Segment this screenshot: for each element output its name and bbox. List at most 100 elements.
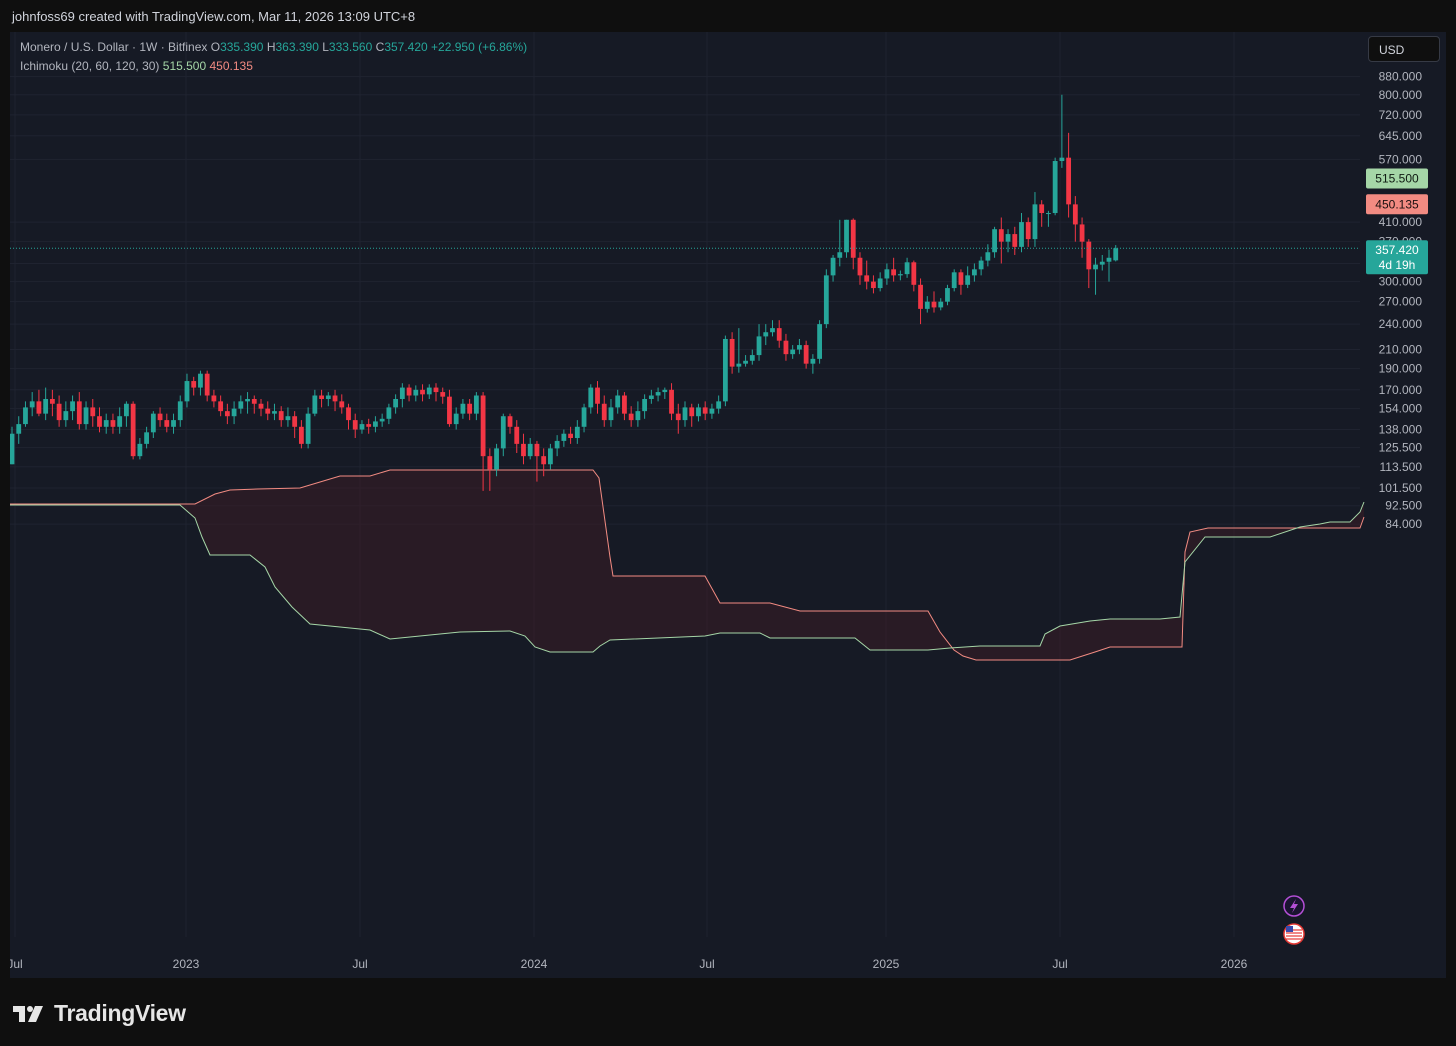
chart-panel[interactable]: 880.000 800.000 720.000 645.000 570.000 410.0… — [10, 32, 1446, 978]
indicator-legend[interactable]: Ichimoku (20, 60, 120, 30) 515.500 450.1… — [20, 59, 253, 73]
candle-body[interactable] — [648, 395, 654, 399]
candle-body[interactable] — [224, 411, 230, 417]
candle-body[interactable] — [325, 395, 331, 399]
candle-body[interactable] — [23, 407, 28, 425]
candle-body[interactable] — [1032, 204, 1038, 240]
candle-body[interactable] — [29, 401, 35, 408]
candle-body[interactable] — [904, 262, 910, 275]
candle-body[interactable] — [951, 272, 957, 289]
candle-body[interactable] — [117, 416, 123, 427]
candle-body[interactable] — [722, 338, 728, 402]
candle-body[interactable] — [978, 260, 984, 270]
candle-body[interactable] — [124, 403, 129, 417]
candle-body[interactable] — [830, 257, 836, 276]
candle-body[interactable] — [1012, 234, 1018, 247]
candle-body[interactable] — [561, 433, 567, 441]
candle-body[interactable] — [487, 456, 493, 470]
price-chart[interactable]: 880.000 800.000 720.000 645.000 570.000 410.0… — [10, 32, 1446, 978]
candle-body[interactable] — [588, 387, 594, 408]
candle-body[interactable] — [803, 345, 809, 364]
candle-body[interactable] — [500, 416, 506, 449]
candle-body[interactable] — [810, 358, 816, 364]
candle-body[interactable] — [211, 395, 217, 402]
candle-body[interactable] — [346, 407, 351, 421]
candle-body[interactable] — [514, 426, 520, 444]
candle-body[interactable] — [958, 272, 964, 285]
candle-body[interactable] — [339, 401, 345, 408]
candle-body[interactable] — [97, 416, 102, 427]
candle-body[interactable] — [884, 269, 890, 279]
candle-body[interactable] — [171, 420, 176, 427]
candle-body[interactable] — [43, 398, 49, 414]
candle-body[interactable] — [770, 328, 775, 333]
candle-body[interactable] — [696, 407, 701, 417]
candle-body[interactable] — [527, 443, 533, 457]
candle-body[interactable] — [689, 407, 695, 417]
candle-body[interactable] — [749, 355, 755, 361]
candle-body[interactable] — [682, 407, 688, 421]
candle-body[interactable] — [110, 420, 116, 427]
candle-body[interactable] — [776, 328, 782, 341]
candle-body[interactable] — [622, 395, 627, 414]
candle-body[interactable] — [83, 407, 89, 425]
candle-body[interactable] — [790, 349, 796, 355]
candle-body[interactable] — [601, 403, 607, 421]
candle-body[interactable] — [857, 257, 863, 276]
candle-body[interactable] — [1019, 222, 1024, 247]
candle-body[interactable] — [877, 278, 883, 289]
candle-body[interactable] — [204, 373, 210, 396]
candle-body[interactable] — [177, 401, 183, 421]
candle-body[interactable] — [130, 403, 136, 457]
candle-body[interactable] — [817, 324, 822, 359]
candle-body[interactable] — [709, 408, 715, 414]
candle-body[interactable] — [971, 269, 977, 276]
candle-body[interactable] — [568, 433, 573, 439]
candle-body[interactable] — [675, 413, 681, 421]
candle-body[interactable] — [420, 389, 425, 395]
candle-body[interactable] — [998, 229, 1004, 242]
candle-body[interactable] — [837, 252, 843, 258]
candle-body[interactable] — [1079, 224, 1085, 242]
candle-body[interactable] — [278, 411, 284, 421]
candle-body[interactable] — [965, 275, 971, 285]
candle-body[interactable] — [164, 420, 170, 427]
candle-body[interactable] — [198, 373, 203, 388]
candle-body[interactable] — [1106, 257, 1112, 262]
candle-body[interactable] — [90, 407, 96, 417]
candle-body[interactable] — [494, 448, 499, 470]
candle-body[interactable] — [1099, 261, 1105, 265]
candle-body[interactable] — [635, 411, 641, 421]
candle-body[interactable] — [16, 424, 22, 434]
candle-body[interactable] — [440, 392, 446, 397]
candle-body[interactable] — [702, 407, 708, 414]
candle-body[interactable] — [534, 443, 540, 457]
candle-body[interactable] — [729, 338, 735, 367]
candle-body[interactable] — [258, 403, 264, 409]
candle-body[interactable] — [662, 389, 668, 393]
candle-body[interactable] — [191, 381, 197, 388]
candle-body[interactable] — [460, 403, 466, 414]
candle-body[interactable] — [1025, 222, 1031, 240]
candle-body[interactable] — [1046, 213, 1051, 215]
candle-body[interactable] — [871, 281, 876, 289]
candle-body[interactable] — [447, 396, 452, 425]
candle-body[interactable] — [10, 433, 15, 465]
candle-body[interactable] — [245, 398, 250, 402]
candle-body[interactable] — [1052, 161, 1058, 214]
candle-body[interactable] — [992, 229, 997, 253]
candle-body[interactable] — [1072, 204, 1078, 225]
candle-body[interactable] — [628, 413, 634, 421]
candle-body[interactable] — [1039, 204, 1045, 214]
candle-body[interactable] — [184, 381, 190, 402]
currency-button[interactable]: USD — [1368, 36, 1440, 62]
candle-body[interactable] — [379, 418, 385, 422]
candle-body[interactable] — [238, 401, 244, 409]
candle-body[interactable] — [891, 269, 897, 276]
candle-body[interactable] — [373, 421, 378, 427]
candle-body[interactable] — [480, 395, 486, 457]
candle-body[interactable] — [332, 395, 338, 402]
candle-body[interactable] — [541, 456, 547, 465]
candle-body[interactable] — [985, 252, 991, 261]
candle-body[interactable] — [554, 440, 560, 449]
candle-body[interactable] — [743, 360, 748, 364]
